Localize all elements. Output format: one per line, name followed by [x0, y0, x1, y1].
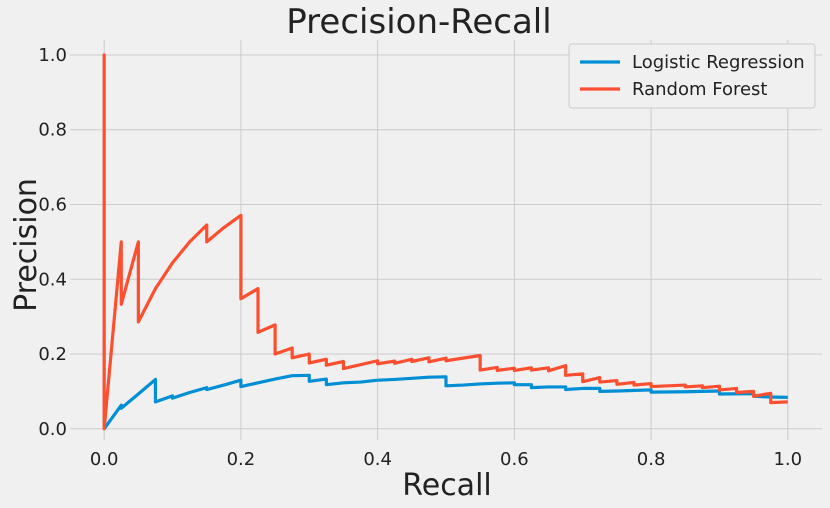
x-tick-label: 0.2	[227, 449, 256, 470]
series-line-logistic-regression	[102, 373, 788, 430]
x-tick-label: 0.4	[363, 449, 392, 470]
x-tick-label: 0.6	[500, 449, 529, 470]
legend-label-random-forest: Random Forest	[632, 79, 767, 100]
y-tick-label: 0.2	[38, 344, 67, 365]
y-tick-label: 0.6	[38, 194, 67, 215]
y-tick-label: 0.8	[38, 120, 67, 141]
y-tick-label: 0.0	[38, 419, 67, 440]
series-lines	[102, 53, 788, 431]
legend-box	[568, 43, 816, 109]
y-tick-label: 1.0	[38, 45, 67, 66]
legend-label-logistic-regression: Logistic Regression	[632, 52, 805, 73]
legend: Logistic Regression Random Forest	[568, 43, 816, 109]
x-tick-label: 0.0	[90, 449, 119, 470]
series-line-random-forest	[102, 53, 788, 431]
grid	[70, 40, 822, 440]
x-axis-title: Recall	[402, 468, 492, 503]
chart-title: Precision-Recall	[286, 2, 551, 42]
y-tick-label: 0.4	[38, 269, 67, 290]
x-tick-label: 0.8	[637, 449, 666, 470]
x-tick-label: 1.0	[773, 449, 802, 470]
tick-labels: 0.0 0.2 0.4 0.6 0.8 1.0 0.0 0.2 0.4 0.6 0.8 1.0	[38, 45, 802, 470]
y-axis-title: Precision	[9, 178, 44, 312]
